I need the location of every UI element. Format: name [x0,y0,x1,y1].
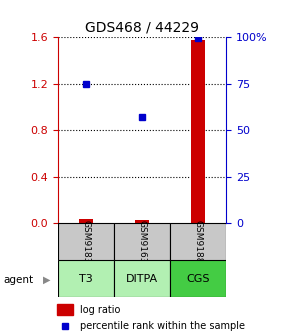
Text: log ratio: log ratio [80,305,120,314]
Text: ▶: ▶ [43,275,51,285]
Bar [58,223,114,260]
Title: GDS468 / 44229: GDS468 / 44229 [85,20,199,34]
Text: T3: T3 [79,274,93,284]
Text: GSM9188: GSM9188 [194,220,203,264]
Bar [170,260,226,297]
Bar [57,304,73,315]
Bar [79,219,93,223]
Text: GSM9163: GSM9163 [137,220,147,264]
Bar [58,260,114,297]
Bar [114,260,170,297]
Text: agent: agent [3,275,33,285]
Bar [135,220,149,223]
Bar [170,223,226,260]
Text: CGS: CGS [186,274,210,284]
Bar [191,40,205,223]
Text: DITPA: DITPA [126,274,158,284]
Text: percentile rank within the sample: percentile rank within the sample [80,321,245,331]
Bar [114,223,170,260]
Text: GSM9183: GSM9183 [81,220,90,264]
